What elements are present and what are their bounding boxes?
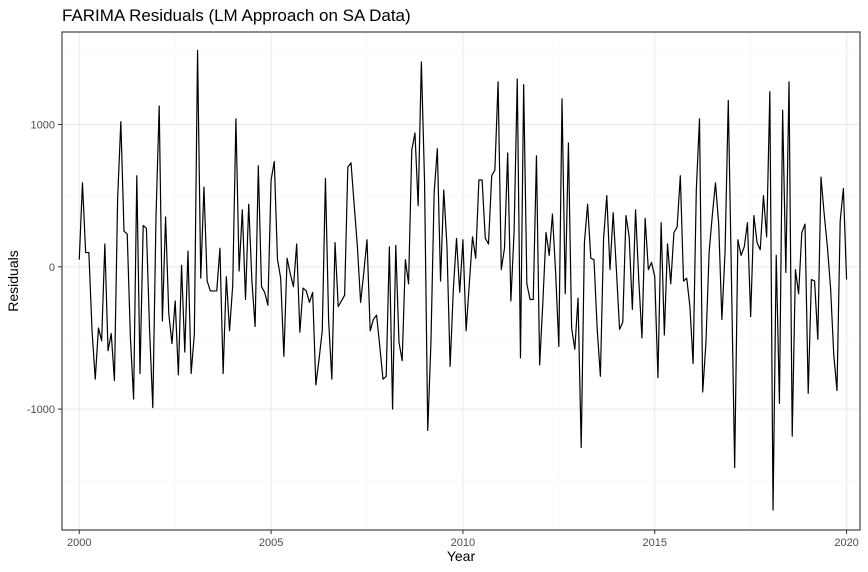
x-tick-label: 2020 <box>834 537 858 549</box>
y-tick-label: 0 <box>49 262 55 274</box>
x-axis-title: Year <box>447 548 476 564</box>
grid <box>62 32 860 530</box>
plot-panel-border <box>61 31 861 531</box>
y-axis-title: Residuals <box>5 250 21 311</box>
x-tick-label: 2000 <box>67 537 91 549</box>
x-tick-label: 2005 <box>259 537 283 549</box>
x-tick-label: 2015 <box>643 537 667 549</box>
axes: 2000 2005 2010 2015 2020 -1000 0 1000 <box>27 119 859 549</box>
y-tick-label: 1000 <box>31 119 55 131</box>
series-layer <box>78 49 848 511</box>
chart-title: FARIMA Residuals (LM Approach on SA Data… <box>62 6 411 25</box>
x-tick-label: 2010 <box>451 537 475 549</box>
residuals-series-line <box>78 49 848 511</box>
y-tick-label: -1000 <box>27 404 55 416</box>
